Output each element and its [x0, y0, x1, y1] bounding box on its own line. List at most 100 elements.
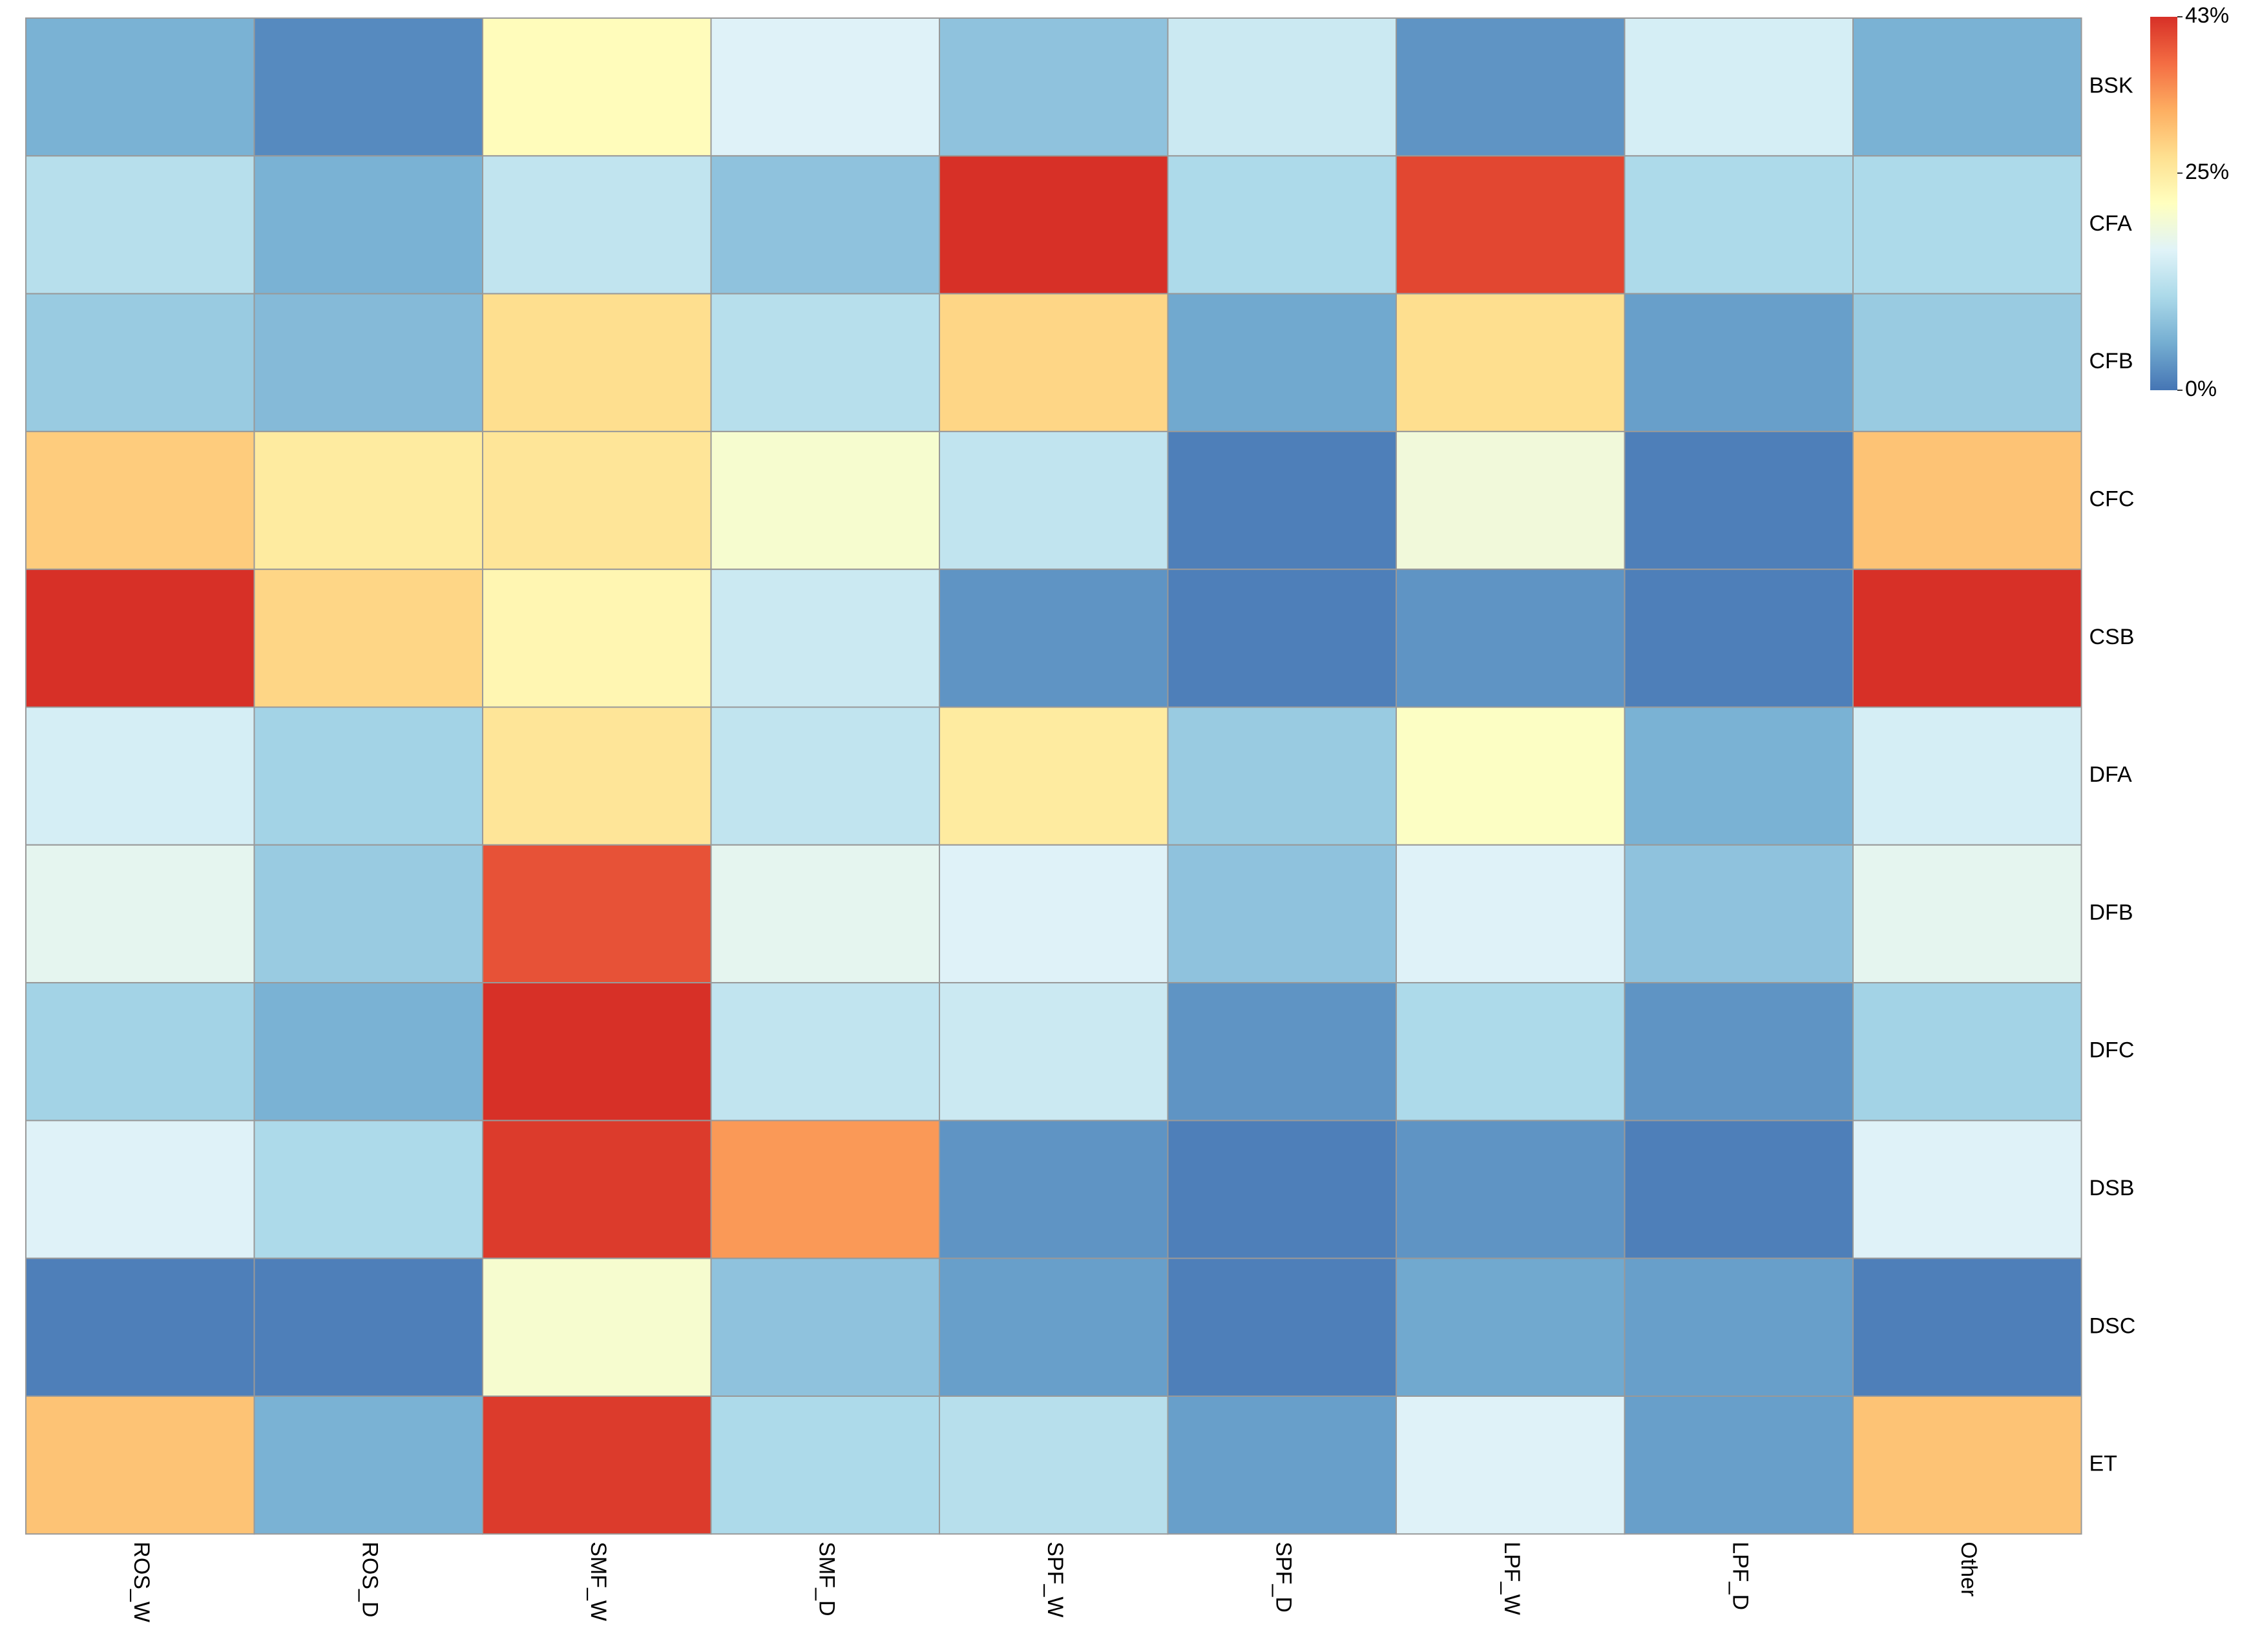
heatmap-cell-CFC-SMF_W — [482, 430, 712, 570]
legend-color-bar — [2150, 17, 2177, 390]
heatmap-cell-CFB-SMF_D — [710, 293, 940, 432]
column-label-SMF_D: SMF_D — [814, 1542, 839, 1616]
color-legend: 43% 25% 0% — [2150, 3, 2229, 401]
column-label-ROS_W: ROS_W — [129, 1542, 154, 1622]
heatmap-cell-DSC-SPF_D — [1167, 1257, 1397, 1397]
heatmap-cell-DFB-ROS_D — [253, 844, 483, 984]
heatmap-cell-ET-SPF_W — [939, 1396, 1169, 1535]
heatmap-cell-CFC-SPF_D — [1167, 430, 1397, 570]
heatmap-cell-CFC-SPF_W — [939, 430, 1169, 570]
heatmap-cell-CFA-ROS_D — [253, 155, 483, 295]
heatmap-cell-CFA-LPF_D — [1624, 155, 1854, 295]
heatmap-cell-CFA-Other — [1852, 155, 2082, 295]
heatmap-cell-CSB-SMF_W — [482, 569, 712, 708]
heatmap-cell-BSK-LPF_W — [1396, 17, 1626, 157]
heatmap-cell-DSB-SPF_D — [1167, 1120, 1397, 1259]
heatmap-cell-CFB-ROS_W — [25, 293, 255, 432]
heatmap-cell-DFC-ROS_W — [25, 982, 255, 1122]
row-label-CFA: CFA — [2089, 211, 2132, 236]
heatmap-cell-CFC-LPF_D — [1624, 430, 1854, 570]
heatmap-cell-DFA-SPF_D — [1167, 706, 1397, 846]
heatmap-cell-DFA-ROS_W — [25, 706, 255, 846]
heatmap-cell-DSC-SMF_D — [710, 1257, 940, 1397]
heatmap-cell-DFC-SMF_W — [482, 982, 712, 1122]
legend-label-1: 25% — [2185, 160, 2229, 184]
heatmap-cell-CSB-SPF_D — [1167, 569, 1397, 708]
heatmap-cell-DFC-LPF_W — [1396, 982, 1626, 1122]
heatmap-cell-DFB-Other — [1852, 844, 2082, 984]
heatmap-cell-CFA-ROS_W — [25, 155, 255, 295]
heatmap-cell-DSB-LPF_W — [1396, 1120, 1626, 1259]
row-label-DFA: DFA — [2089, 762, 2132, 787]
heatmap-cell-DSC-LPF_D — [1624, 1257, 1854, 1397]
heatmap-cell-CFB-LPF_W — [1396, 293, 1626, 432]
heatmap-cell-DSB-ROS_W — [25, 1120, 255, 1259]
heatmap-cell-CFA-LPF_W — [1396, 155, 1626, 295]
heatmap-cells — [25, 17, 2082, 1535]
heatmap-cell-DFA-SPF_W — [939, 706, 1169, 846]
column-label-SPF_W: SPF_W — [1043, 1542, 1067, 1617]
legend-label-2: 0% — [2185, 377, 2217, 401]
heatmap-cell-BSK-SMF_W — [482, 17, 712, 157]
row-label-BSK: BSK — [2089, 74, 2133, 98]
heatmap-cell-DFC-LPF_D — [1624, 982, 1854, 1122]
heatmap-cell-ET-SPF_D — [1167, 1396, 1397, 1535]
heatmap-cell-DFC-SMF_D — [710, 982, 940, 1122]
heatmap-cell-DFB-SMF_D — [710, 844, 940, 984]
legend-label-0: 43% — [2185, 3, 2229, 28]
heatmap-cell-DSB-LPF_D — [1624, 1120, 1854, 1259]
column-label-SPF_D: SPF_D — [1271, 1542, 1295, 1613]
row-label-DSC: DSC — [2089, 1313, 2136, 1338]
heatmap-cell-BSK-LPF_D — [1624, 17, 1854, 157]
heatmap-cell-BSK-ROS_D — [253, 17, 483, 157]
heatmap-cell-CFB-SMF_W — [482, 293, 712, 432]
heatmap-cell-ET-ROS_W — [25, 1396, 255, 1535]
heatmap-cell-CFB-SPF_D — [1167, 293, 1397, 432]
heatmap-cell-DSB-ROS_D — [253, 1120, 483, 1259]
column-label-LPF_W: LPF_W — [1500, 1542, 1524, 1615]
column-label-LPF_D: LPF_D — [1728, 1542, 1752, 1610]
heatmap-cell-DFB-LPF_W — [1396, 844, 1626, 984]
heatmap-cell-DSB-SMF_D — [710, 1120, 940, 1259]
column-label-SMF_W: SMF_W — [586, 1542, 611, 1621]
heatmap-cell-DFB-SPF_W — [939, 844, 1169, 984]
heatmap-cell-DFA-SMF_D — [710, 706, 940, 846]
heatmap-cell-CFB-ROS_D — [253, 293, 483, 432]
row-label-CSB: CSB — [2089, 625, 2135, 649]
row-label-DFC: DFC — [2089, 1038, 2135, 1063]
heatmap-cell-BSK-SMF_D — [710, 17, 940, 157]
heatmap-cell-CFA-SPF_W — [939, 155, 1169, 295]
heatmap-cell-DSC-SMF_W — [482, 1257, 712, 1397]
heatmap-cell-DSB-SPF_W — [939, 1120, 1169, 1259]
heatmap-cell-CFC-Other — [1852, 430, 2082, 570]
heatmap-cell-DFB-SPF_D — [1167, 844, 1397, 984]
heatmap-cell-DFC-SPF_W — [939, 982, 1169, 1122]
heatmap-cell-ET-SMF_W — [482, 1396, 712, 1535]
heatmap-cell-DSC-LPF_W — [1396, 1257, 1626, 1397]
row-label-DFB: DFB — [2089, 900, 2133, 925]
heatmap-cell-DSC-ROS_W — [25, 1257, 255, 1397]
heatmap-cell-ET-SMF_D — [710, 1396, 940, 1535]
heatmap-cell-CFC-ROS_W — [25, 430, 255, 570]
heatmap-cell-BSK-Other — [1852, 17, 2082, 157]
heatmap-cell-CSB-LPF_D — [1624, 569, 1854, 708]
column-label-Other: Other — [1956, 1542, 1981, 1596]
heatmap-cell-DFA-ROS_D — [253, 706, 483, 846]
heatmap-cell-DFB-ROS_W — [25, 844, 255, 984]
heatmap-cell-DSC-SPF_W — [939, 1257, 1169, 1397]
heatmap-cell-DFB-SMF_W — [482, 844, 712, 984]
heatmap-cell-ET-Other — [1852, 1396, 2082, 1535]
heatmap-cell-DSB-SMF_W — [482, 1120, 712, 1259]
heatmap-cell-DFC-Other — [1852, 982, 2082, 1122]
row-label-CFB: CFB — [2089, 349, 2133, 373]
heatmap-cell-ET-LPF_W — [1396, 1396, 1626, 1535]
heatmap-cell-CSB-SPF_W — [939, 569, 1169, 708]
row-label-DSB: DSB — [2089, 1176, 2135, 1200]
heatmap-cell-DFA-SMF_W — [482, 706, 712, 846]
heatmap-cell-CSB-ROS_D — [253, 569, 483, 708]
heatmap-cell-CFB-Other — [1852, 293, 2082, 432]
heatmap-cell-DFB-LPF_D — [1624, 844, 1854, 984]
heatmap-cell-CFC-LPF_W — [1396, 430, 1626, 570]
